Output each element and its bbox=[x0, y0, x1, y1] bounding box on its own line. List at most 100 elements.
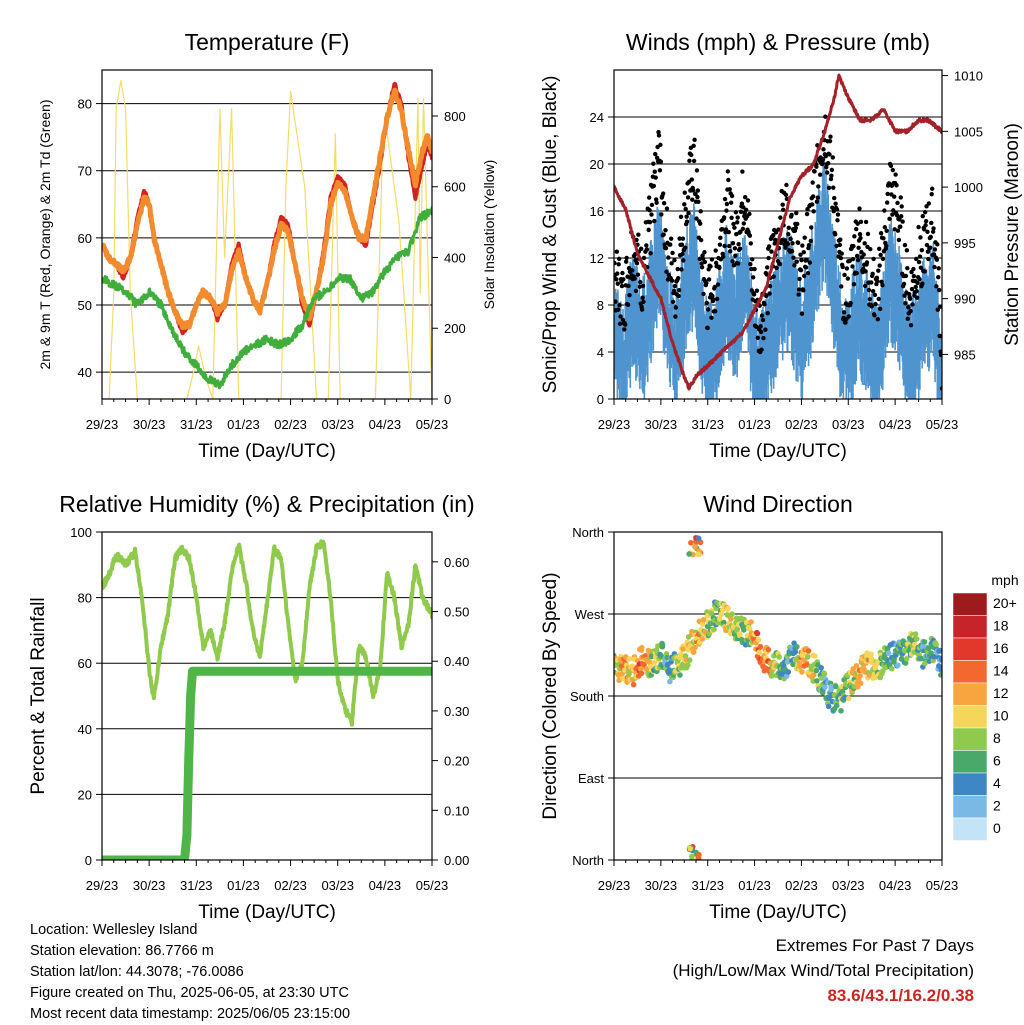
gust-point bbox=[905, 316, 910, 322]
direction-point bbox=[659, 643, 666, 650]
gust-point bbox=[750, 275, 756, 280]
direction-point bbox=[700, 616, 707, 623]
plot-frame bbox=[613, 69, 943, 400]
gust-point bbox=[682, 202, 687, 207]
gust-point bbox=[634, 260, 640, 266]
gust-point bbox=[755, 335, 761, 340]
x-tick-label: 01/23 bbox=[738, 878, 771, 893]
chart-title: Temperature (F) bbox=[185, 29, 350, 55]
gust-point bbox=[620, 270, 625, 276]
y-tick-label: 50 bbox=[78, 298, 92, 313]
y-tick-label: 4 bbox=[597, 345, 604, 360]
gust-point bbox=[704, 280, 709, 286]
gust-point bbox=[894, 213, 900, 218]
gust-point bbox=[698, 209, 703, 214]
direction-point bbox=[746, 625, 753, 632]
gust-point bbox=[717, 242, 723, 247]
direction-point bbox=[728, 616, 734, 622]
gust-point bbox=[777, 262, 783, 267]
gust-point bbox=[895, 200, 900, 206]
gust-point bbox=[850, 264, 855, 269]
plot-frame bbox=[101, 69, 433, 400]
gust-point bbox=[938, 352, 942, 358]
direction-point bbox=[839, 688, 846, 695]
gust-point bbox=[789, 212, 794, 218]
extremes-title: Extremes For Past 7 Days bbox=[775, 936, 974, 955]
gust-point bbox=[922, 209, 928, 215]
direction-point bbox=[785, 669, 792, 675]
x-tick-label: 01/23 bbox=[738, 417, 771, 432]
direction-point bbox=[725, 605, 731, 612]
gust-point bbox=[735, 220, 740, 225]
gust-point bbox=[766, 255, 771, 261]
gust-point bbox=[887, 216, 892, 222]
chart-temperature: Temperature (F)4050607080020040060080029… bbox=[37, 29, 497, 462]
y2-tick-label: 0.40 bbox=[444, 654, 469, 669]
gust-point bbox=[668, 236, 674, 241]
gust-point bbox=[653, 175, 658, 180]
x-tick-label: 29/23 bbox=[598, 878, 631, 893]
colorbar-label: 18 bbox=[993, 618, 1009, 634]
gust-point bbox=[651, 183, 657, 189]
colorbar-label: 12 bbox=[993, 685, 1009, 701]
gust-point bbox=[680, 236, 686, 241]
direction-point bbox=[810, 672, 817, 678]
gust-point bbox=[758, 324, 763, 329]
gust-point bbox=[644, 247, 649, 252]
gust-point bbox=[807, 260, 813, 265]
gust-point bbox=[671, 288, 677, 294]
gust-point bbox=[869, 304, 874, 309]
gust-point bbox=[705, 325, 710, 331]
x-tick-label: 04/23 bbox=[369, 878, 402, 893]
direction-point bbox=[716, 616, 723, 622]
gust-point bbox=[751, 292, 757, 297]
gust-point bbox=[706, 277, 712, 282]
gust-point bbox=[936, 274, 941, 280]
direction-point bbox=[857, 673, 863, 679]
gust-point bbox=[795, 221, 800, 227]
x-tick-label: 29/23 bbox=[86, 417, 119, 432]
direction-point bbox=[687, 845, 694, 852]
gust-point bbox=[865, 231, 871, 237]
gust-point bbox=[789, 248, 795, 254]
gust-point bbox=[618, 314, 623, 319]
gust-point bbox=[735, 215, 740, 220]
plot-area bbox=[614, 534, 942, 860]
gust-point bbox=[702, 250, 707, 255]
gust-point bbox=[683, 206, 688, 212]
gust-point bbox=[729, 193, 735, 199]
gust-point bbox=[730, 241, 736, 246]
gust-point bbox=[884, 200, 890, 205]
direction-point bbox=[828, 683, 834, 690]
y-tick-label: North bbox=[572, 853, 604, 868]
colorbar-swatch bbox=[952, 727, 988, 751]
gust-point bbox=[786, 225, 791, 231]
gust-point bbox=[648, 251, 653, 256]
gust-point bbox=[795, 240, 801, 245]
y-tick-label: 0 bbox=[85, 853, 92, 868]
gust-point bbox=[892, 194, 897, 199]
direction-point bbox=[901, 647, 908, 654]
direction-point bbox=[913, 636, 920, 642]
gust-point bbox=[738, 209, 744, 215]
gust-point bbox=[668, 242, 673, 247]
y2-axis-label: Solar Insolation (Yellow) bbox=[481, 160, 497, 310]
gust-point bbox=[882, 225, 888, 230]
gust-point bbox=[617, 302, 622, 308]
y-tick-label: 0 bbox=[597, 392, 604, 407]
gust-point bbox=[614, 260, 617, 266]
gust-point bbox=[638, 279, 643, 285]
y-tick-label: 70 bbox=[78, 164, 92, 179]
gust-point bbox=[800, 243, 805, 248]
direction-point bbox=[902, 660, 909, 666]
gust-point bbox=[810, 194, 816, 199]
x-tick-label: 31/23 bbox=[180, 417, 213, 432]
y2-tick-label: 0.50 bbox=[444, 605, 469, 620]
gust-point bbox=[651, 161, 656, 166]
gust-point bbox=[861, 252, 866, 257]
colorbar-label: 20+ bbox=[993, 595, 1017, 611]
gust-point bbox=[851, 281, 857, 287]
gust-point bbox=[785, 241, 791, 247]
gust-point bbox=[823, 114, 828, 119]
gust-point bbox=[625, 302, 631, 308]
